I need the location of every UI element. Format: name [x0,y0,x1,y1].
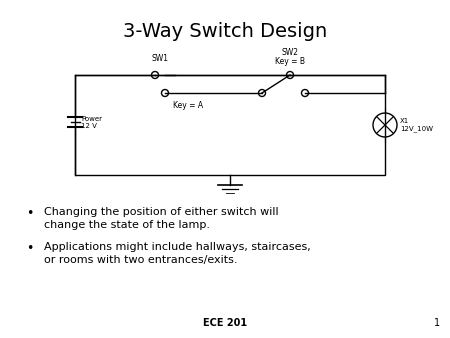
Bar [75,75,385,175]
Text: SW1: SW1 [152,54,168,63]
Text: 12 V: 12 V [81,123,97,129]
Text: Applications might include hallways, staircases,
or rooms with two entrances/exi: Applications might include hallways, sta… [44,242,311,265]
Text: Key = A: Key = A [173,101,203,110]
Text: SW2: SW2 [282,48,298,57]
Text: ECE 201: ECE 201 [203,318,247,328]
Text: 3-Way Switch Design: 3-Way Switch Design [123,22,327,41]
Text: Changing the position of either switch will
change the state of the lamp.: Changing the position of either switch w… [44,207,279,230]
Text: •: • [26,207,34,220]
Text: Power: Power [81,116,102,122]
Text: 1: 1 [434,318,440,328]
Text: •: • [26,242,34,255]
Text: Key = B: Key = B [275,57,305,66]
Text: 12V_10W: 12V_10W [400,126,433,132]
Text: X1: X1 [400,118,409,124]
